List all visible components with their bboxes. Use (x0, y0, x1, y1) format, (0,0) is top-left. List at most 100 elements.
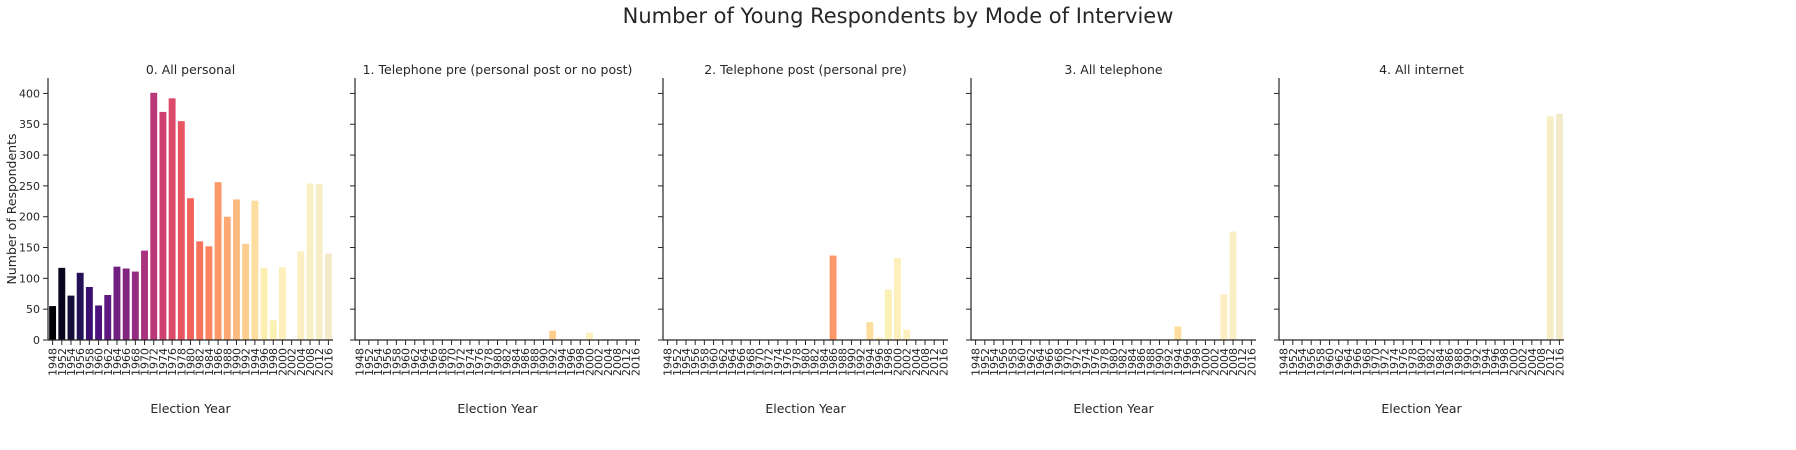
x-tick-label: 1988 (528, 348, 541, 376)
panel-title: 3. All telephone (1064, 62, 1163, 77)
x-tick-label: 1972 (455, 348, 468, 376)
x-tick-label: 2008 (1227, 348, 1240, 376)
x-tick-label: 1954 (65, 348, 78, 376)
x-tick-label: 1996 (1489, 348, 1502, 376)
x-tick-label: 2002 (1209, 348, 1222, 376)
x-tick-label: 1994 (1172, 348, 1185, 376)
figure-title: Number of Young Respondents by Mode of I… (622, 4, 1174, 28)
x-tick-label: 1962 (1333, 348, 1346, 376)
x-tick-label: 1988 (221, 348, 234, 376)
bar-1966 (122, 268, 130, 340)
x-tick-label: 1966 (1043, 348, 1056, 376)
x-axis-label: Election Year (765, 401, 846, 416)
x-tick-label: 1972 (1071, 348, 1084, 376)
x-tick-label: 1978 (1406, 348, 1419, 376)
x-tick-label: 2004 (1218, 348, 1231, 376)
x-tick-label: 1998 (882, 348, 895, 376)
x-tick-label: 1998 (1498, 348, 1511, 376)
x-tick-label: 2008 (919, 348, 932, 376)
x-tick-label: 2002 (901, 348, 914, 376)
x-tick-label: 2002 (1517, 348, 1530, 376)
panel-title: 4. All internet (1379, 62, 1464, 77)
y-axis-label: Number of Respondents (4, 133, 19, 284)
panel-1: 1. Telephone pre (personal post or no po… (350, 62, 642, 416)
x-tick-label: 1978 (1098, 348, 1111, 376)
x-tick-label: 1988 (836, 348, 849, 376)
x-tick-label: 2016 (937, 348, 950, 376)
bar-1994 (251, 200, 259, 340)
panel-2: 2. Telephone post (personal pre) 19481952… (658, 62, 950, 416)
y-tick-label: 0 (33, 334, 40, 347)
x-tick-label: 1976 (781, 348, 794, 376)
x-tick-label: 1948 (1278, 348, 1291, 376)
x-tick-label: 1986 (1443, 348, 1456, 376)
x-tick-label: 1974 (1388, 348, 1401, 376)
x-tick-label: 1994 (556, 348, 569, 376)
y-tick-label: 300 (19, 149, 40, 162)
x-tick-label: 1978 (175, 348, 188, 376)
bar-1994 (1174, 326, 1182, 340)
x-tick-label: 2004 (1526, 348, 1539, 376)
x-tick-label: 1960 (1016, 348, 1029, 376)
x-tick-label: 2002 (286, 348, 299, 376)
bar-1962 (104, 295, 112, 340)
x-tick-label: 2000 (1507, 348, 1520, 376)
x-tick-label: 1970 (446, 348, 459, 376)
x-tick-label: 1966 (427, 348, 440, 376)
y-tick-label: 350 (19, 118, 40, 131)
x-tick-label: 1954 (1296, 348, 1309, 376)
bar-2012 (315, 184, 323, 340)
x-axis-label: Election Year (150, 401, 231, 416)
x-tick-label: 2012 (313, 348, 326, 376)
bar-1984 (205, 246, 213, 340)
x-tick-label: 2000 (1199, 348, 1212, 376)
x-tick-label: 1996 (258, 348, 271, 376)
x-tick-label: 1982 (809, 348, 822, 376)
x-tick-label: 1964 (418, 348, 431, 376)
bar-1968 (131, 271, 139, 340)
x-tick-label: 1970 (1370, 348, 1383, 376)
x-tick-label: 1980 (492, 348, 505, 376)
x-tick-label: 2008 (304, 348, 317, 376)
x-tick-label: 1968 (744, 348, 757, 376)
x-tick-label: 1966 (1351, 348, 1364, 376)
panel-title: 1. Telephone pre (personal post or no po… (363, 62, 633, 77)
x-tick-label: 1948 (354, 348, 367, 376)
bar-1992 (549, 330, 557, 340)
x-tick-label: 1986 (1135, 348, 1148, 376)
x-tick-label: 1980 (1416, 348, 1429, 376)
bar-1996 (875, 337, 883, 340)
bar-2004 (297, 251, 305, 340)
x-tick-label: 1964 (111, 348, 124, 376)
bar-2008 (1229, 231, 1237, 340)
bar-1986 (829, 255, 837, 340)
x-tick-label: 1992 (855, 348, 868, 376)
x-tick-label: 2016 (322, 348, 335, 376)
panel-3: 3. All telephone 194819521954195619581960… (966, 62, 1258, 416)
panel-title: 2. Telephone post (personal pre) (704, 62, 907, 77)
bar-2008 (306, 183, 314, 340)
x-tick-label: 1982 (501, 348, 514, 376)
y-tick-label: 150 (19, 242, 40, 255)
x-tick-label: 1998 (574, 348, 587, 376)
x-tick-label: 1974 (464, 348, 477, 376)
x-tick-label: 1996 (1181, 348, 1194, 376)
panel-4: 4. All internet1948195219541956195819601… (1274, 62, 1566, 416)
x-tick-label: 1998 (267, 348, 280, 376)
bar-1998 (269, 320, 277, 340)
x-tick-label: 1958 (1314, 348, 1327, 376)
x-tick-label: 1990 (1461, 348, 1474, 376)
bar-2000 (585, 332, 593, 340)
y-tick-label: 50 (26, 303, 40, 316)
bar-1954 (67, 295, 75, 340)
x-tick-label: 1962 (1025, 348, 1038, 376)
x-tick-label: 1998 (1190, 348, 1203, 376)
x-tick-label: 2008 (611, 348, 624, 376)
x-tick-label: 1970 (1062, 348, 1075, 376)
x-axis-label: Election Year (1381, 401, 1462, 416)
x-tick-label: 1996 (873, 348, 886, 376)
x-tick-label: 1982 (1425, 348, 1438, 376)
x-tick-label: 1958 (1006, 348, 1019, 376)
x-tick-label: 1956 (689, 348, 702, 376)
x-tick-label: 1974 (157, 348, 170, 376)
